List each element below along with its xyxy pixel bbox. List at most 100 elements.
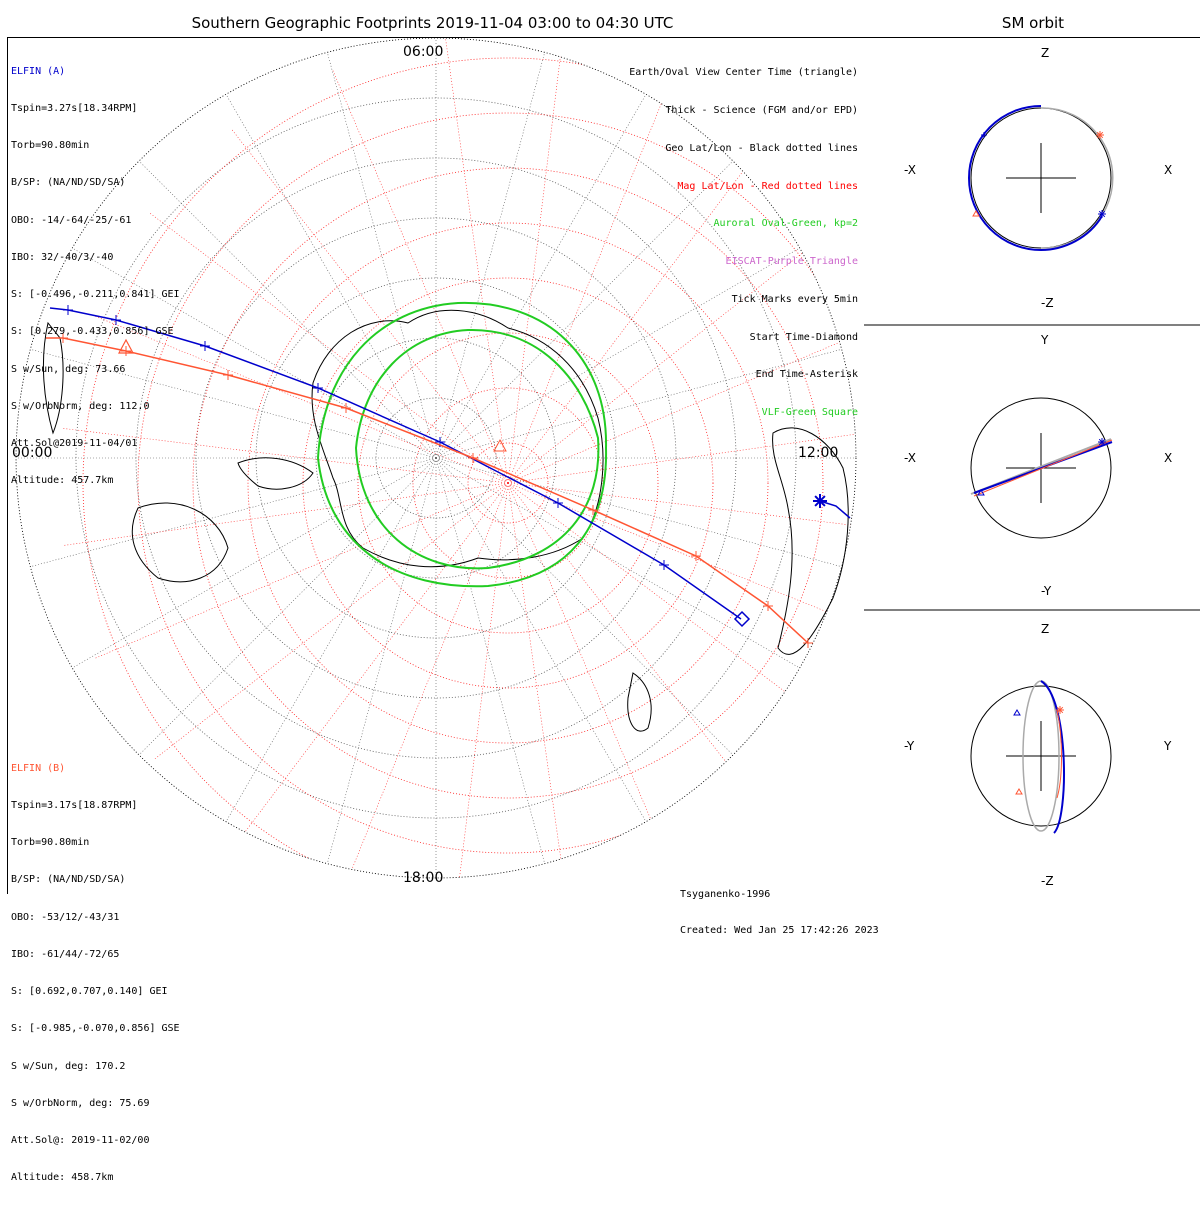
elfin-a-tick	[63, 305, 73, 315]
auroral-oval-outer	[316, 301, 608, 588]
mag-meridian	[507, 482, 567, 895]
panel1-top-label: Z	[1041, 46, 1050, 60]
panel2-triangle	[977, 489, 985, 496]
elfin-b-line: S: [0.692,0.707,0.140] GEI	[11, 986, 168, 998]
model-name: Tsyganenko-1996	[680, 889, 771, 900]
elfin-a-line: IBO: 32/-40/3/-40	[11, 251, 114, 263]
mag-meridian	[445, 38, 509, 484]
elfin-a-tick	[200, 341, 210, 351]
elfin-a-line: S w/OrbNorm, deg: 112.0	[11, 400, 150, 412]
panel2-earth-circle	[970, 397, 1112, 539]
geo-meridian	[435, 94, 647, 459]
time-label-left: 00:00	[12, 445, 53, 461]
panel1-triangle	[972, 210, 980, 217]
mag-meridian	[331, 68, 509, 484]
panel3-bottom-label: -Z	[1041, 874, 1054, 888]
legend-item: Thick - Science (FGM and/or EPD)	[665, 104, 858, 116]
panel1-orbit-blue	[968, 105, 1103, 252]
panel3-orbit-red	[1056, 709, 1062, 799]
geo-meridian	[225, 457, 437, 822]
mag-meridian	[90, 314, 509, 484]
antarctica-coast	[311, 309, 604, 568]
panel2-top-label: Y	[1041, 333, 1049, 347]
australia-coast	[237, 457, 314, 490]
elfin-b-tick	[803, 638, 813, 648]
geo-meridian	[327, 52, 437, 459]
mag-meridian	[341, 482, 509, 895]
panel2-bottom-label: -Y	[1041, 584, 1052, 598]
mag-meridian	[507, 482, 865, 528]
mag-meridian	[507, 432, 865, 484]
panel3-orbit-blue	[1040, 680, 1065, 834]
elfin-a-start-diamond	[733, 610, 751, 628]
elfin-b-track	[46, 337, 809, 644]
mag-meridian	[153, 482, 509, 761]
panel3-asterisk	[1056, 706, 1064, 714]
time-label-top: 06:00	[403, 44, 444, 60]
page-title: Southern Geographic Footprints 2019-11-0…	[191, 14, 674, 32]
elfin-b-line: Tspin=3.17s[18.87RPM]	[11, 800, 138, 812]
mag-meridian	[507, 123, 780, 484]
panel3-triangle	[1015, 788, 1023, 795]
panel3-right-label: Y	[1164, 739, 1172, 753]
mag-lat-circle	[192, 167, 824, 799]
elfin-b-tick	[588, 505, 598, 515]
elfin-b-tick	[58, 333, 68, 343]
elfin-b-tick	[468, 453, 478, 463]
credits: Tsyganenko-1996 Created: Wed Jan 25 17:4…	[680, 865, 879, 949]
panel1-left-label: -X	[904, 163, 916, 177]
geo-meridian	[225, 94, 437, 459]
geo-meridian	[138, 457, 437, 756]
geo-meridian	[435, 247, 800, 459]
mag-meridian	[62, 482, 509, 546]
indian-ocean-island-coast	[131, 502, 229, 583]
geo-meridian	[30, 349, 437, 459]
oval-center-triangle	[493, 438, 507, 452]
elfin-b-tick	[121, 346, 131, 356]
elfin-a-line: S: [-0.496,-0.211,0.841] GEI	[11, 289, 180, 301]
elfin-b-line: S w/OrbNorm, deg: 75.69	[11, 1097, 150, 1109]
elfin-a-end-asterisk	[813, 494, 827, 508]
globe-mask	[8, 38, 865, 895]
mag-meridian	[507, 482, 865, 628]
mag-lat-circle	[137, 112, 865, 854]
elfin-a-line: S w/Sun, deg: 73.66	[11, 363, 126, 375]
elfin-b-line: Altitude: 458.7km	[11, 1172, 114, 1184]
legend-item: EISCAT-Purple Triangle	[725, 256, 858, 268]
geo-meridian	[435, 457, 647, 822]
elfin-a-name: ELFIN (A)	[11, 65, 66, 77]
elfin-a-tick	[111, 315, 121, 325]
mag-meridian	[148, 211, 509, 484]
mag-lat-circle	[357, 332, 659, 634]
auroral-oval-inner	[354, 328, 600, 570]
time-label-right: 12:00	[798, 445, 839, 461]
panel3-left-label: -Y	[904, 739, 915, 753]
legend: Earth/Oval View Center Time (triangle) T…	[629, 42, 858, 432]
view-center-triangle	[117, 338, 135, 354]
mag-lat-circle	[247, 222, 769, 744]
elfin-b-name: ELFIN (B)	[11, 762, 66, 774]
geo-meridian	[435, 160, 734, 459]
elfin-a-info: ELFIN (A) Tspin=3.27s[18.34RPM] Torb=90.…	[11, 41, 180, 512]
legend-item: Start Time-Diamond	[749, 331, 858, 343]
mag-meridian	[230, 128, 509, 484]
elfin-a-line: Altitude: 457.7km	[11, 475, 114, 487]
panel3-triangle-a	[1013, 709, 1021, 716]
mag-lat-circle	[467, 442, 549, 524]
mag-lat-circle	[302, 277, 714, 689]
geo-meridian	[327, 457, 437, 864]
panel1-end-asterisk	[1098, 210, 1106, 218]
legend-item: Earth/Oval View Center Time (triangle)	[629, 67, 858, 79]
elfin-b-line: IBO: -61/44/-72/65	[11, 948, 120, 960]
elfin-a-line: OBO: -14/-64/-25/-61	[11, 214, 132, 226]
mag-meridian	[507, 38, 563, 484]
madagascar-coast	[627, 672, 652, 732]
mag-meridian	[507, 65, 677, 484]
sm-orbit-title: SM orbit	[1001, 14, 1065, 32]
panel2-orbit-red	[973, 439, 1113, 497]
geo-meridian	[138, 160, 437, 459]
geo-meridian	[435, 457, 842, 567]
panel2-right-label: X	[1164, 451, 1173, 465]
geo-meridian	[435, 457, 800, 669]
elfin-a-line: B/SP: (NA/ND/SD/SA)	[11, 177, 126, 189]
